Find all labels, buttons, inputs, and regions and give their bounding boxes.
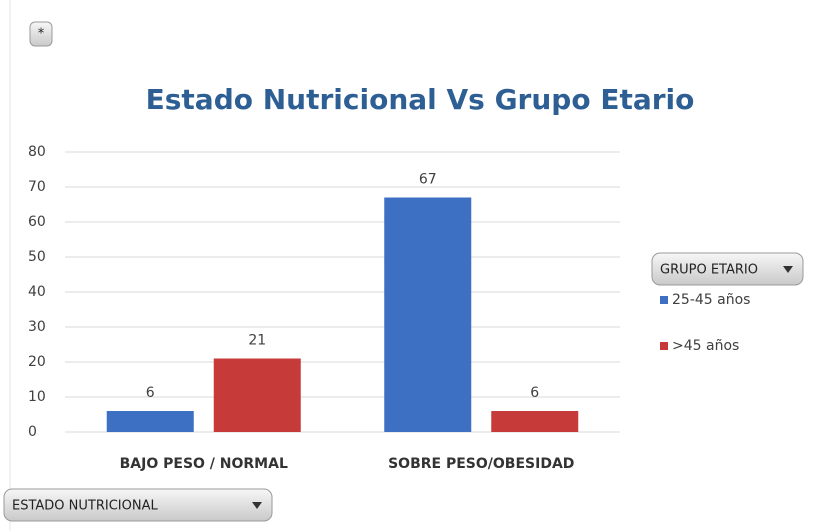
bar: [491, 411, 579, 432]
button-label: ESTADO NUTRICIONAL: [12, 499, 158, 514]
value-label: 6: [146, 385, 155, 401]
legend-button[interactable]: GRUPO ETARIO: [651, 252, 804, 286]
button-label: GRUPO ETARIO: [660, 263, 758, 278]
legend-label: 25-45 años: [672, 292, 750, 308]
y-tick-label: 60: [28, 214, 46, 230]
value-label: 21: [248, 333, 266, 349]
button-frame: [3, 488, 273, 522]
value-label: 6: [530, 385, 539, 401]
legend-swatch: [660, 296, 668, 304]
button-frame: [29, 21, 53, 47]
bar: [106, 411, 194, 432]
x-tick-label: SOBRE PESO/OBESIDAD: [388, 456, 574, 472]
legend-label: >45 años: [672, 338, 739, 354]
chart-title: Estado Nutricional Vs Grupo Etario: [146, 83, 695, 116]
button-frame: [651, 252, 804, 286]
value-label: 67: [419, 172, 437, 188]
x-tick-label: BAJO PESO / NORMAL: [120, 456, 288, 472]
legend-swatch: [660, 342, 668, 350]
y-tick-label: 0: [28, 424, 37, 440]
dropdown-arrow: [252, 502, 262, 509]
button-label: *: [38, 27, 45, 42]
bar: [384, 197, 472, 432]
filter-button[interactable]: *: [29, 21, 53, 47]
y-tick-label: 70: [28, 179, 46, 195]
y-tick-label: 80: [28, 144, 46, 160]
y-tick-label: 30: [28, 319, 46, 335]
y-tick-label: 50: [28, 249, 46, 265]
y-tick-label: 20: [28, 354, 46, 370]
axis-field-button[interactable]: ESTADO NUTRICIONAL: [3, 488, 273, 522]
bar: [213, 358, 301, 432]
dropdown-arrow: [783, 266, 793, 273]
y-tick-label: 40: [28, 284, 46, 300]
y-tick-label: 10: [28, 389, 46, 405]
